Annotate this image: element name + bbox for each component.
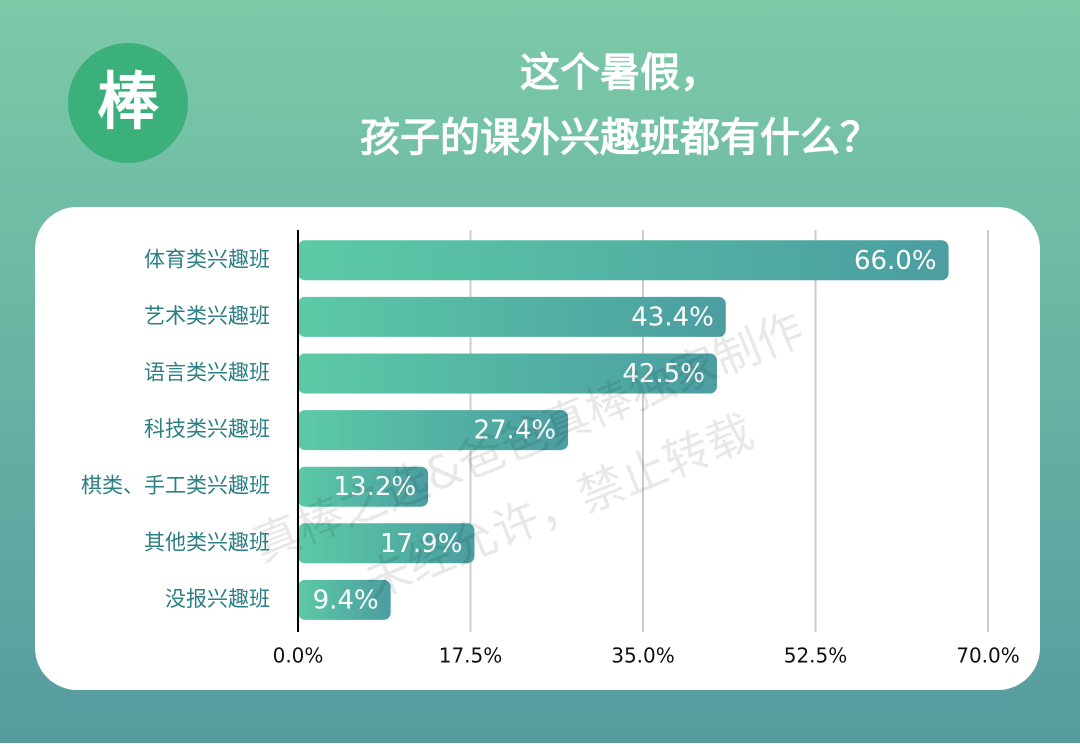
logo: [68, 43, 188, 163]
value-label: 27.4%: [473, 416, 556, 446]
chart-title: 这个暑假，: [520, 50, 720, 96]
y-tick-label: 棋类、手工类兴趣班: [81, 474, 270, 498]
x-tick-label: 52.5%: [784, 644, 848, 668]
value-label: 17.9%: [380, 529, 463, 559]
bar: [298, 410, 569, 451]
value-label: 66.0%: [854, 246, 937, 276]
y-tick-label: 科技类兴趣班: [144, 417, 270, 441]
y-tick-label: 语言类兴趣班: [144, 361, 270, 385]
x-tick-label: 35.0%: [611, 644, 675, 668]
y-tick-label: 其他类兴趣班: [144, 530, 270, 554]
bar: [298, 353, 717, 394]
value-label: 9.4%: [313, 585, 379, 615]
chart-title: 孩子的课外兴趣班都有什么？: [360, 115, 880, 161]
value-label: 13.2%: [334, 472, 417, 502]
value-label: 43.4%: [631, 302, 714, 332]
x-tick-label: 17.5%: [439, 644, 503, 668]
y-tick-label: 艺术类兴趣班: [144, 304, 270, 328]
y-tick-label: 没报兴趣班: [165, 587, 270, 611]
x-tick-label: 0.0%: [273, 644, 324, 668]
logo-text: 棒: [97, 65, 160, 138]
bar: [298, 523, 475, 564]
bar: [298, 579, 391, 620]
bar: [298, 466, 429, 507]
x-tick-label: 70.0%: [956, 644, 1020, 668]
y-tick-label: 体育类兴趣班: [144, 247, 270, 271]
value-label: 42.5%: [622, 359, 705, 389]
bar: [298, 240, 949, 281]
bar: [298, 296, 726, 337]
